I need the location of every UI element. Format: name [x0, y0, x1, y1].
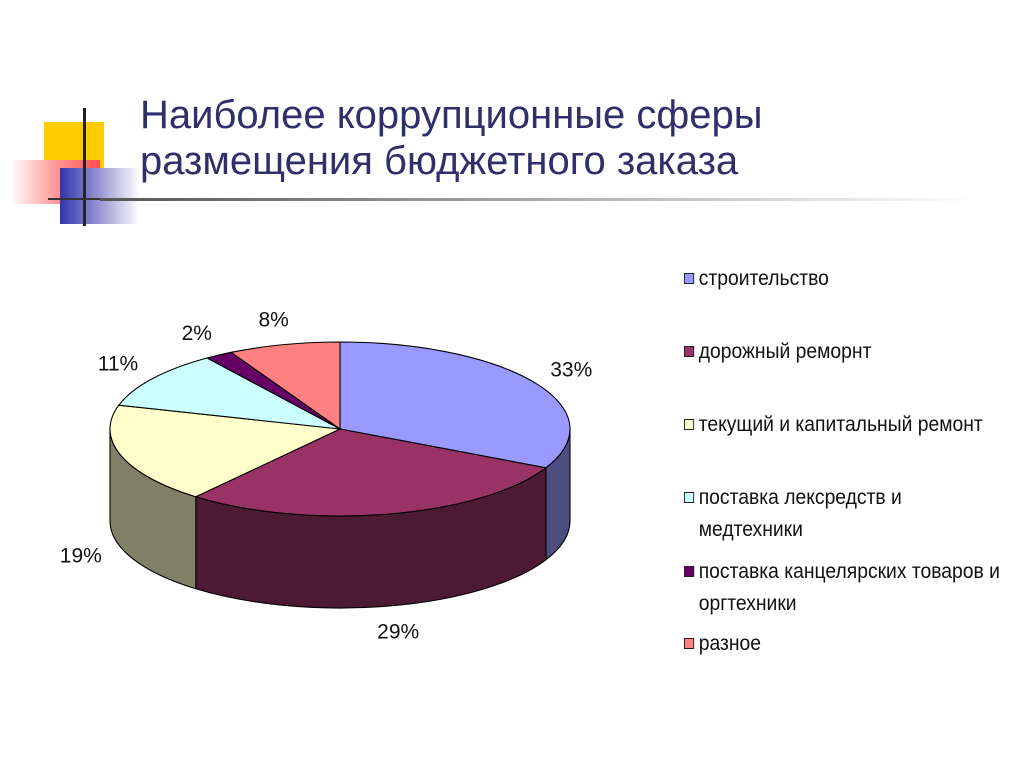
- pie-data-label-1: 29%: [377, 620, 419, 643]
- pie-slice-5: [230, 341, 341, 430]
- legend-label: строительство: [698, 267, 829, 290]
- title-line-2: размещения бюджетного заказа: [140, 139, 739, 183]
- title-line-1: Наиболее коррупционные сферы: [140, 93, 763, 137]
- legend-swatch: [684, 566, 695, 577]
- legend-item-road-repair: дорожный реморнт: [684, 336, 1006, 368]
- page-title: Наиболее коррупционные сферы размещения …: [140, 92, 1000, 184]
- legend-item-current-repair: текущий и капитальный ремонт: [684, 409, 1006, 441]
- pie-data-labels: 33% 29% 19% 11% 2% 8%: [60, 308, 592, 643]
- legend-swatch: [684, 419, 695, 430]
- deco-blue-square: [60, 168, 140, 224]
- legend-swatch: [684, 492, 695, 503]
- legend-label: поставка лексредств и медтехники: [698, 486, 902, 541]
- legend-item-construction: строительство: [684, 263, 1006, 295]
- legend-label: дорожный реморнт: [698, 340, 872, 363]
- deco-horizontal-line: [48, 198, 140, 200]
- pie-data-label-5: 8%: [258, 308, 288, 331]
- pie-chart: 33% 29% 19% 11% 2% 8%: [60, 308, 592, 643]
- legend-swatch: [684, 638, 695, 649]
- pie-slice-0: [339, 341, 571, 469]
- pie-slice-3: [118, 357, 341, 430]
- legend-label: текущий и капитальный ремонт: [698, 413, 983, 436]
- legend-swatch: [684, 346, 695, 357]
- legend-swatch: [684, 273, 695, 284]
- pie-slice-1: [195, 428, 547, 517]
- pie-data-label-3: 11%: [98, 353, 138, 376]
- pie-data-label-0: 33%: [550, 359, 592, 382]
- legend-label: разное: [698, 632, 762, 655]
- legend-label: поставка канцелярских товаров и оргтехни…: [698, 560, 1000, 615]
- deco-vertical-line: [83, 108, 86, 226]
- title-underline: [100, 198, 980, 201]
- legend-item-office-supply: поставка канцелярских товаров и оргтехни…: [684, 556, 1006, 620]
- pie-top-faces: [109, 341, 571, 517]
- legend-item-medicine-supply: поставка лексредств и медтехники: [684, 482, 1006, 546]
- pie-slice-2: [109, 404, 341, 498]
- legend-item-other: разное: [684, 628, 1006, 660]
- pie-data-label-4: 2%: [182, 322, 212, 345]
- pie-data-label-2: 19%: [60, 544, 102, 567]
- slide-decoration: [10, 108, 140, 226]
